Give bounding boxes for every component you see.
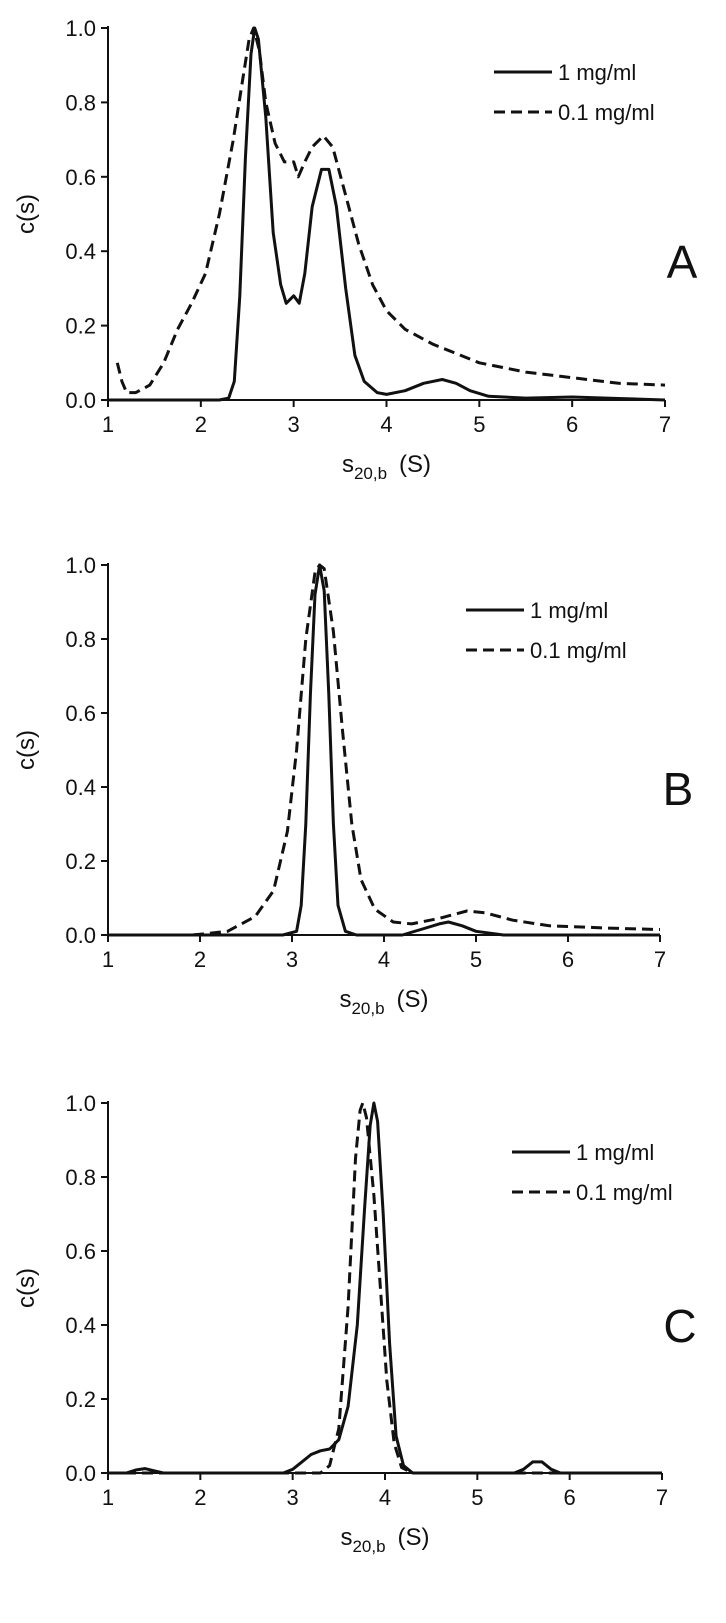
y-tick-label: 0.6: [65, 701, 96, 726]
x-axis-label: s20,b (S): [339, 986, 428, 1018]
legend: 1 mg/ml 0.1 mg/ml: [466, 598, 627, 663]
series-line-dashed: [108, 1101, 662, 1475]
x-tick-label: 7: [656, 1485, 668, 1510]
x-axis-label: s20,b (S): [340, 1524, 429, 1556]
y-tick-label: 0.0: [65, 1461, 96, 1486]
chart-panel-b: 0.0 0.2 0.4 0.6 0.8 1.0 1 2 3 4 5 6 7 c(s) s20,b (S) B 1 …: [13, 553, 693, 1018]
y-tick-label: 0.2: [65, 1387, 96, 1412]
y-tick-label: 0.0: [65, 923, 96, 948]
y-tick-label: 1.0: [65, 16, 96, 41]
legend-label: 1 mg/ml: [576, 1140, 654, 1165]
x-tick-label: 2: [194, 947, 206, 972]
chart-panel-c: 0.0 0.2 0.4 0.6 0.8 1.0 1 2 3 4 5 6 7 c(s) s20,b (S) C 1 …: [13, 1091, 697, 1556]
panel-label: B: [663, 763, 694, 815]
y-tick-label: 0.4: [65, 239, 96, 264]
x-tick-label: 4: [378, 947, 390, 972]
legend-label: 0.1 mg/ml: [576, 1180, 673, 1205]
y-tick-label: 0.2: [65, 849, 96, 874]
series-line-dashed: [108, 563, 661, 937]
series-line-solid: [108, 26, 666, 402]
x-tick-label: 6: [562, 947, 574, 972]
series-line-solid: [108, 563, 660, 937]
y-tick-label: 0.8: [65, 1165, 96, 1190]
x-tick-label: 7: [654, 947, 666, 972]
x-tick-label: 4: [379, 1485, 391, 1510]
y-axis-label: c(s): [13, 1268, 40, 1308]
x-tick-label: 3: [287, 1485, 299, 1510]
legend: 1 mg/ml 0.1 mg/ml: [494, 60, 655, 125]
series-line-dashed: [115, 26, 666, 395]
y-tick-label: 0.8: [65, 627, 96, 652]
legend: 1 mg/ml 0.1 mg/ml: [512, 1140, 673, 1205]
x-tick-label: 1: [102, 947, 114, 972]
x-tick-label: 6: [564, 1485, 576, 1510]
x-tick-label: 5: [471, 1485, 483, 1510]
legend-label: 0.1 mg/ml: [558, 100, 655, 125]
x-tick-label: 3: [286, 947, 298, 972]
legend-label: 1 mg/ml: [558, 60, 636, 85]
y-tick-label: 0.8: [65, 90, 96, 115]
chart-panel-a: 0.0 0.2 0.4 0.6 0.8 1.0 1 2 3 4 5 6 7 c(s) s20,b (S) A 1 …: [13, 16, 698, 483]
x-axis-label: s20,b (S): [342, 451, 431, 483]
y-tick-label: 0.4: [65, 1313, 96, 1338]
y-tick-label: 1.0: [65, 1091, 96, 1116]
x-tick-label: 5: [473, 412, 485, 437]
x-tick-label: 5: [470, 947, 482, 972]
legend-label: 0.1 mg/ml: [530, 638, 627, 663]
y-tick-label: 0.2: [65, 314, 96, 339]
x-tick-label: 7: [659, 412, 671, 437]
y-tick-label: 0.6: [65, 1239, 96, 1264]
x-tick-label: 4: [380, 412, 392, 437]
x-tick-label: 1: [102, 1485, 114, 1510]
x-tick-label: 6: [566, 412, 578, 437]
y-tick-label: 1.0: [65, 553, 96, 578]
x-tick-label: 2: [195, 412, 207, 437]
y-tick-label: 0.6: [65, 165, 96, 190]
y-tick-label: 0.4: [65, 775, 96, 800]
panel-label: C: [663, 1300, 696, 1352]
y-tick-label: 0.0: [65, 388, 96, 413]
x-tick-label: 2: [194, 1485, 206, 1510]
x-tick-label: 1: [102, 412, 114, 437]
x-tick-label: 3: [288, 412, 300, 437]
panel-label: A: [667, 236, 698, 288]
legend-label: 1 mg/ml: [530, 598, 608, 623]
y-axis-label: c(s): [13, 730, 40, 770]
y-axis-label: c(s): [13, 194, 40, 234]
